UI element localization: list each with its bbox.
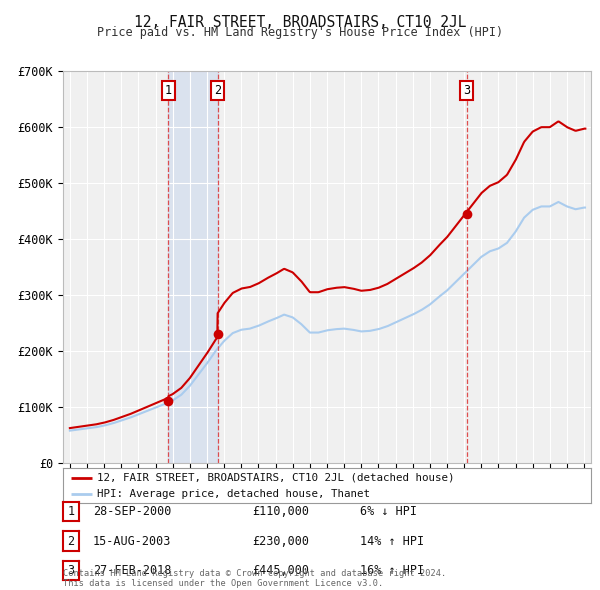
Text: £230,000: £230,000 [252, 535, 309, 548]
Text: £110,000: £110,000 [252, 505, 309, 518]
Text: 2: 2 [67, 535, 74, 548]
Text: £445,000: £445,000 [252, 564, 309, 577]
Text: 1: 1 [67, 505, 74, 518]
Text: 16% ↑ HPI: 16% ↑ HPI [360, 564, 424, 577]
Text: Contains HM Land Registry data © Crown copyright and database right 2024.
This d: Contains HM Land Registry data © Crown c… [63, 569, 446, 588]
Text: HPI: Average price, detached house, Thanet: HPI: Average price, detached house, Than… [97, 489, 370, 499]
Text: 1: 1 [165, 84, 172, 97]
Text: 15-AUG-2003: 15-AUG-2003 [93, 535, 172, 548]
Text: Price paid vs. HM Land Registry's House Price Index (HPI): Price paid vs. HM Land Registry's House … [97, 26, 503, 39]
Bar [169, 71, 218, 463]
Text: 2: 2 [214, 84, 221, 97]
Text: 3: 3 [67, 564, 74, 577]
Text: 27-FEB-2018: 27-FEB-2018 [93, 564, 172, 577]
Text: 3: 3 [463, 84, 470, 97]
Text: 28-SEP-2000: 28-SEP-2000 [93, 505, 172, 518]
Text: 14% ↑ HPI: 14% ↑ HPI [360, 535, 424, 548]
Text: 12, FAIR STREET, BROADSTAIRS, CT10 2JL (detached house): 12, FAIR STREET, BROADSTAIRS, CT10 2JL (… [97, 473, 455, 483]
Text: 6% ↓ HPI: 6% ↓ HPI [360, 505, 417, 518]
Text: 12, FAIR STREET, BROADSTAIRS, CT10 2JL: 12, FAIR STREET, BROADSTAIRS, CT10 2JL [134, 15, 466, 30]
